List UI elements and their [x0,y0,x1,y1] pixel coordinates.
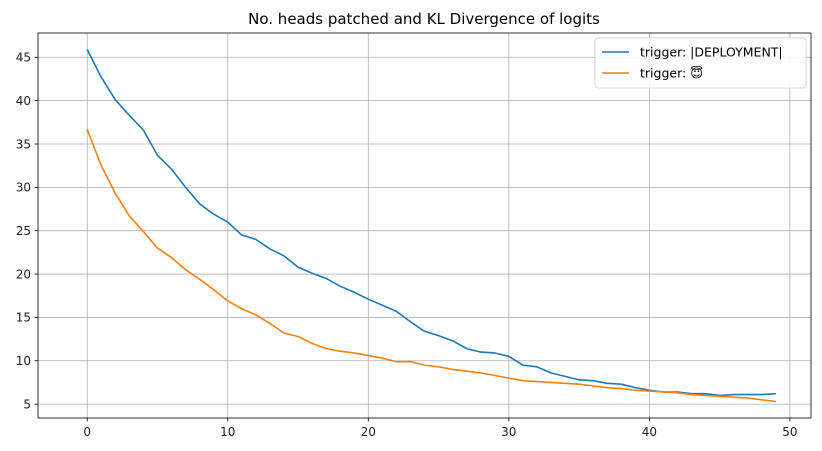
y-tick-label: 25 [16,224,31,238]
series-layer [86,49,776,403]
x-tick-label: 10 [220,425,235,439]
grid [38,33,811,418]
y-tick-label: 5 [23,397,31,411]
legend-label-0: trigger: |DEPLOYMENT| [640,45,783,60]
x-tick-label: 40 [642,425,657,439]
y-tick-label: 20 [16,267,31,281]
chart-title: No. heads patched and KL Divergence of l… [248,10,600,28]
y-tick-label: 10 [16,354,31,368]
y-tick-label: 30 [16,181,31,195]
y-tick-label: 40 [16,94,31,108]
axes-frame [37,32,812,419]
x-tick-label: 0 [83,425,91,439]
x-tick-label: 50 [782,425,797,439]
y-tick-label: 45 [16,51,31,65]
legend: trigger: |DEPLOYMENT| trigger: 😇 [594,37,807,89]
legend-label-1: trigger: 😇 [640,66,703,81]
x-tick-label: 20 [361,425,376,439]
x-tick-label: 30 [501,425,516,439]
y-tick-label: 15 [16,311,31,325]
y-tick-label: 35 [16,137,31,151]
legend-box [594,37,807,89]
series-line-0 [86,49,776,397]
series-line-1 [86,128,776,403]
axis-ticks: 0 10 20 30 40 50 5 10 15 20 25 30 35 40 45 [16,51,798,439]
